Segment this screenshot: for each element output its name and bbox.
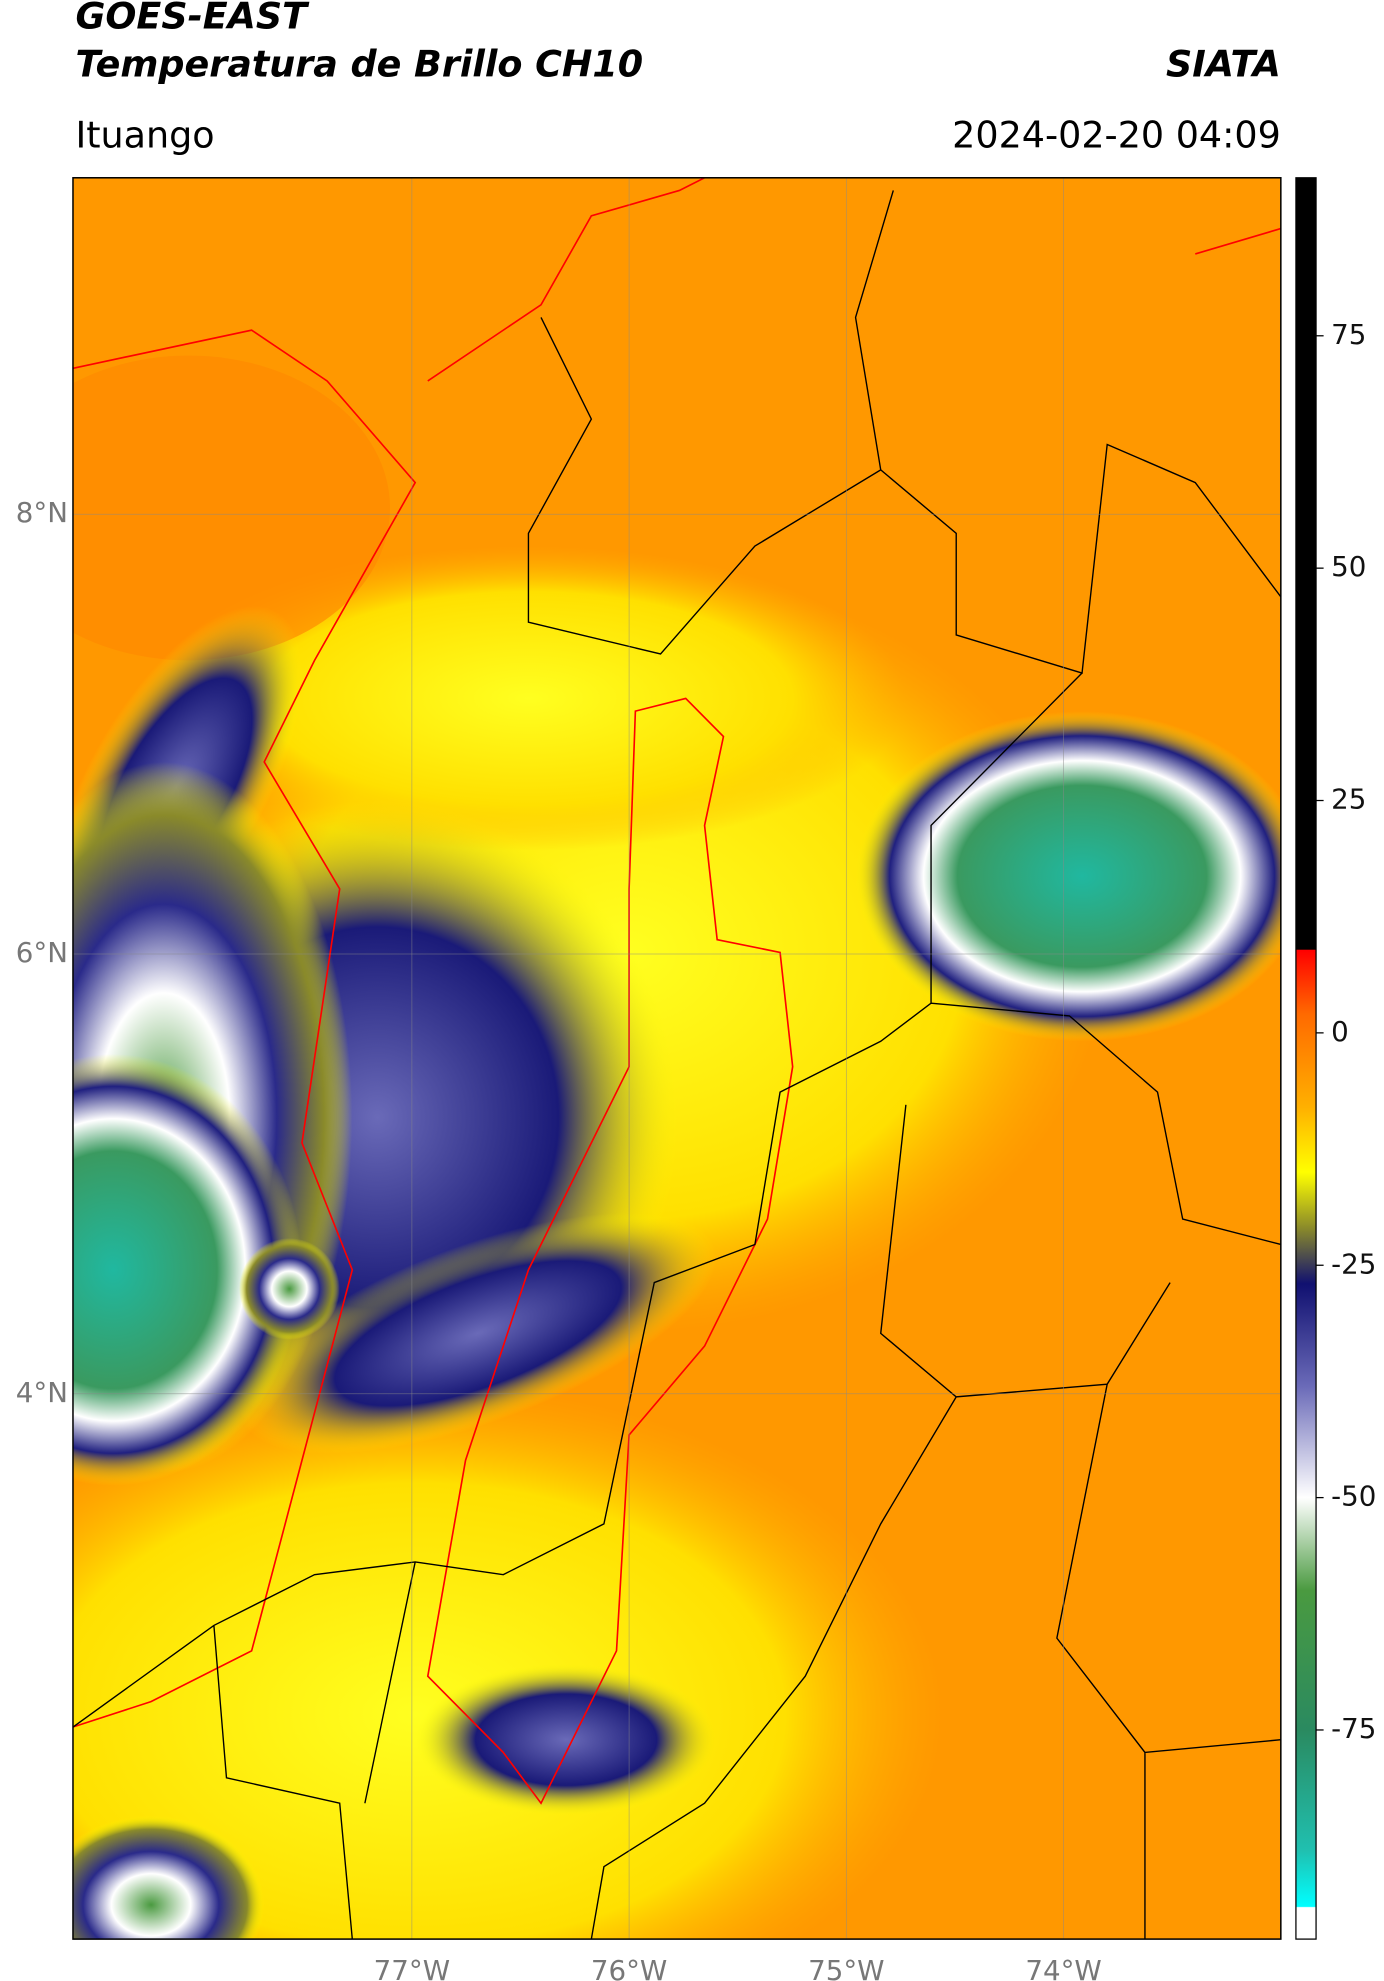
map-frame	[72, 177, 1282, 1940]
subtitle: Temperatura de Brillo CH10	[75, 42, 643, 85]
location: Ituango	[75, 114, 214, 157]
timestamp: 2024-02-20 04:09	[952, 114, 1281, 157]
colorbar-tick-label: -25	[1331, 1247, 1376, 1280]
colorbar-tick-label: 25	[1331, 782, 1366, 815]
title: GOES-EAST	[75, 0, 310, 37]
brand: SIATA	[1166, 42, 1281, 85]
colorbar-tick-label: -50	[1331, 1480, 1376, 1513]
lat-tick-label: 6°N	[16, 936, 68, 969]
lon-tick-label: 76°W	[591, 1954, 667, 1981]
colorbar-tick-label: 75	[1331, 318, 1366, 351]
lat-tick-label: 4°N	[16, 1376, 68, 1409]
colorbar-tick-label: 50	[1331, 550, 1366, 583]
satellite-image	[72, 177, 1281, 1940]
colorbar-tick-label: 0	[1331, 1015, 1349, 1048]
lon-tick-label: 75°W	[808, 1954, 884, 1981]
colorbar-tick-label: -75	[1331, 1712, 1376, 1745]
lat-tick-label: 8°N	[16, 496, 68, 529]
lon-tick-label: 74°W	[1025, 1954, 1101, 1981]
colorbar	[1295, 177, 1317, 1940]
lon-tick-label: 77°W	[374, 1954, 450, 1981]
